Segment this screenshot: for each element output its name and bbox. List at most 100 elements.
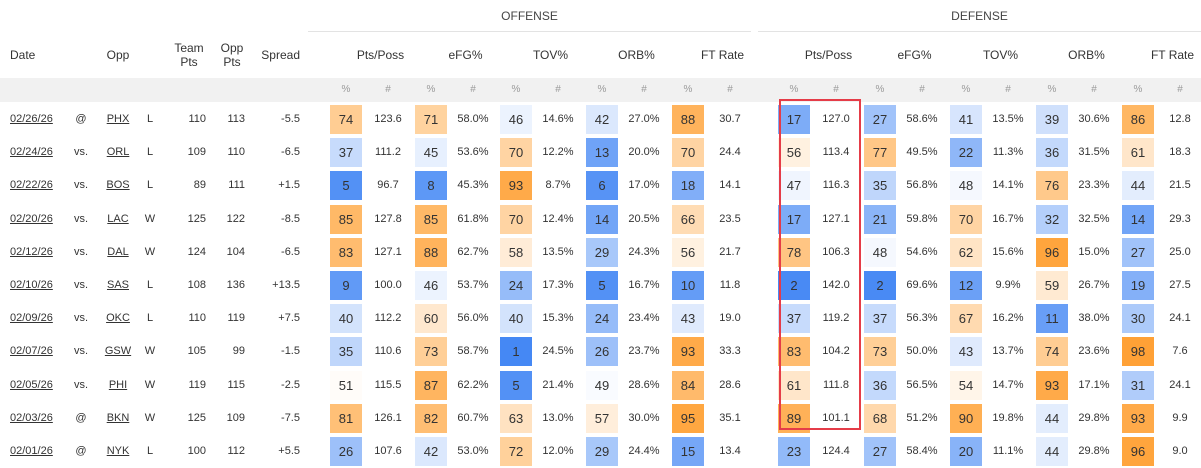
col-off-efg-header[interactable]: eFG%	[448, 47, 483, 62]
game-date-link[interactable]: 02/01/26	[10, 445, 53, 457]
col-date-header[interactable]: Date	[10, 47, 36, 62]
game-result: W	[144, 378, 156, 391]
col-off-pts-poss-header[interactable]: Pts/Poss	[356, 47, 405, 62]
def-percentile-cell: 89	[778, 403, 810, 433]
game-date-link[interactable]: 02/09/26	[10, 312, 53, 325]
col-def-pts-poss-header[interactable]: Pts/Poss	[804, 47, 853, 62]
team-pts: 119	[188, 378, 206, 391]
off-percentile-cell: 37	[330, 138, 362, 168]
off-percentile-cell: 5	[330, 171, 362, 201]
opp-pts: 115	[227, 378, 245, 391]
opponent-link[interactable]: SAS	[106, 279, 129, 291]
def-value-cell: 24.1	[1169, 378, 1191, 391]
def-percentile-cell: 61	[778, 370, 810, 400]
game-date-link[interactable]: 02/05/26	[10, 378, 53, 391]
off-value-cell: 15.3%	[542, 312, 574, 325]
def-value-cell: 124.4	[822, 445, 850, 457]
opponent-link[interactable]: NYK	[106, 445, 130, 457]
col-opp-header[interactable]: Opp	[106, 47, 130, 62]
game-result: L	[146, 113, 154, 125]
def-percentile-cell: 83	[778, 337, 810, 367]
location-marker: vs.	[73, 146, 89, 159]
location-marker: vs.	[73, 345, 89, 358]
def-percentile-cell: 76	[1036, 171, 1068, 201]
col-def-orb-header[interactable]: ORB%	[1068, 47, 1105, 62]
off-value-cell: 23.7%	[628, 345, 660, 358]
def-value-cell: 19.8%	[992, 411, 1024, 424]
game-date-link[interactable]: 02/03/26	[10, 411, 53, 424]
opponent-link[interactable]: BOS	[106, 179, 130, 192]
game-date-link[interactable]: 02/22/26	[10, 179, 53, 192]
off-percentile-cell: 24	[586, 304, 618, 334]
col-opp-pts-header[interactable]: Opp Pts	[220, 40, 244, 69]
opponent-link[interactable]: ORL	[106, 146, 130, 159]
spread-value: -6.5	[281, 146, 300, 159]
off-value-cell: 111.2	[375, 146, 401, 159]
game-date-link[interactable]: 02/24/26	[10, 146, 53, 159]
off-percentile-cell: 70	[500, 204, 532, 234]
off-value-cell: 62.7%	[457, 245, 489, 258]
off-value-cell: 20.0%	[628, 146, 660, 159]
col-team-pts-header[interactable]: Team Pts	[174, 40, 204, 69]
team-pts: 109	[187, 146, 206, 159]
def-value-cell: 14.1%	[992, 179, 1024, 192]
opponent-link[interactable]: PHX	[106, 113, 130, 125]
game-date-link[interactable]: 02/10/26	[10, 279, 53, 291]
def-percentile-cell: 39	[1036, 105, 1068, 134]
def-value-cell: 54.6%	[906, 245, 938, 258]
table-row: 02/12/26 vs. DAL W 124 104 -6.5 83 127.1 88 62.7% 5…	[0, 236, 1201, 269]
col-def-ft-rate-header[interactable]: FT Rate	[1150, 47, 1195, 62]
def-value-cell: 23.6%	[1078, 345, 1110, 358]
off-percentile-cell: 45	[415, 138, 447, 168]
off-percentile-cell: 93	[500, 171, 532, 201]
sub-header-num: #	[833, 84, 839, 95]
off-value-cell: 16.7%	[628, 279, 660, 291]
game-date-link[interactable]: 02/20/26	[10, 212, 53, 225]
off-percentile-cell: 40	[330, 304, 362, 334]
game-date-link[interactable]: 02/12/26	[10, 245, 53, 258]
location-marker: vs.	[73, 279, 89, 291]
opp-pts: 109	[226, 411, 245, 424]
off-value-cell: 127.1	[374, 245, 402, 258]
sub-header-pct: %	[597, 84, 607, 95]
def-value-cell: 127.0	[822, 113, 850, 125]
off-percentile-cell: 88	[415, 237, 447, 267]
opponent-link[interactable]: GSW	[104, 345, 132, 358]
def-percentile-cell: 36	[864, 370, 896, 400]
col-def-tov-header[interactable]: TOV%	[982, 47, 1019, 62]
def-value-cell: 142.0	[822, 279, 850, 291]
def-percentile-cell: 17	[778, 105, 810, 134]
off-percentile-cell: 26	[586, 337, 618, 367]
def-value-cell: 7.6	[1172, 345, 1188, 358]
game-date-link[interactable]: 02/07/26	[10, 345, 53, 358]
col-off-tov-header[interactable]: TOV%	[532, 47, 569, 62]
opponent-link[interactable]: LAC	[107, 212, 129, 225]
game-date-link[interactable]: 02/26/26	[10, 113, 53, 125]
def-percentile-cell: 59	[1036, 271, 1068, 300]
def-percentile-cell: 96	[1122, 437, 1154, 466]
col-off-orb-header[interactable]: ORB%	[618, 47, 655, 62]
team-pts: 124	[187, 245, 206, 258]
opp-pts: 136	[226, 279, 245, 291]
off-value-cell: 112.2	[374, 312, 402, 325]
off-value-cell: 62.2%	[457, 378, 489, 391]
off-value-cell: 12.4%	[542, 212, 574, 225]
opponent-link[interactable]: BKN	[106, 411, 130, 424]
def-percentile-cell: 86	[1122, 105, 1154, 134]
team-pts: 125	[187, 411, 206, 424]
off-value-cell: 60.7%	[457, 411, 489, 424]
spread-value: -5.5	[281, 113, 300, 125]
def-percentile-cell: 44	[1036, 437, 1068, 466]
off-value-cell: 19.0	[719, 312, 741, 325]
def-value-cell: 17.1%	[1078, 378, 1110, 391]
def-value-cell: 11.3%	[992, 146, 1024, 159]
off-percentile-cell: 93	[672, 337, 704, 367]
off-value-cell: 23.5	[719, 212, 741, 225]
col-off-ft-rate-header[interactable]: FT Rate	[700, 47, 745, 62]
opponent-link[interactable]: OKC	[106, 312, 130, 325]
table-row: 02/26/26 @ PHX L 110 113 -5.5 74 123.6 71 58.0% 46 1…	[0, 103, 1201, 136]
opponent-link[interactable]: DAL	[107, 245, 129, 258]
col-spread-header[interactable]: Spread	[261, 47, 300, 62]
col-def-efg-header[interactable]: eFG%	[897, 47, 932, 62]
opponent-link[interactable]: PHI	[108, 378, 128, 391]
